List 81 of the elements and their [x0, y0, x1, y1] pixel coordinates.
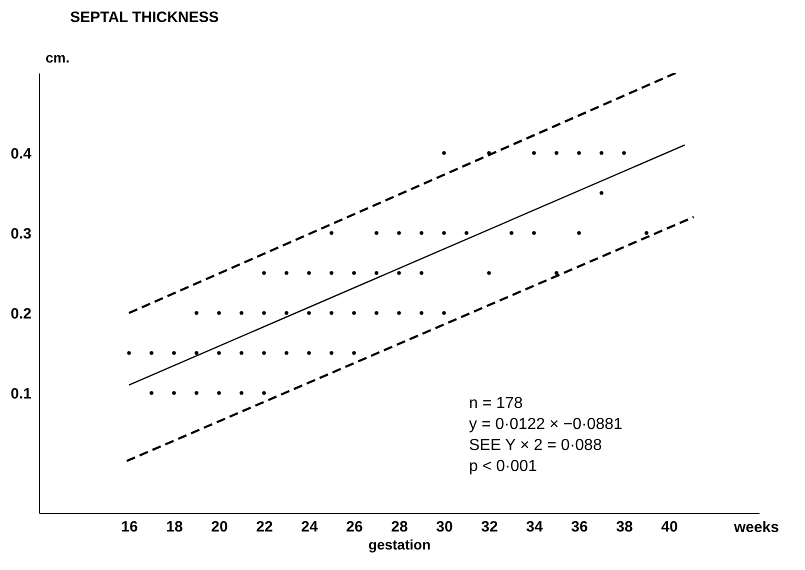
point: [487, 271, 491, 275]
point: [240, 351, 244, 355]
point: [284, 311, 288, 315]
point: [397, 271, 401, 275]
point: [307, 311, 311, 315]
point: [330, 311, 334, 315]
point: [397, 311, 401, 315]
point: [442, 311, 446, 315]
point: [330, 271, 334, 275]
point: [330, 351, 334, 355]
point: [262, 391, 266, 395]
point: [284, 271, 288, 275]
point: [600, 191, 604, 195]
point: [622, 151, 626, 155]
x-tick-label: 36: [571, 518, 588, 536]
point: [554, 151, 558, 155]
chart-title: SEPTAL THICKNESS: [70, 9, 219, 26]
point: [150, 351, 154, 355]
point: [307, 351, 311, 355]
x-tick-label: 18: [166, 518, 183, 536]
annotation: y = 0·0122 × −0·0881: [469, 416, 623, 433]
point: [217, 391, 221, 395]
point: [464, 231, 468, 235]
x-tick-label: 26: [346, 518, 363, 536]
point: [577, 231, 581, 235]
annotation: SEE Y × 2 = 0·088: [469, 437, 602, 454]
point: [262, 311, 266, 315]
point: [217, 351, 221, 355]
point: [374, 271, 378, 275]
point: [420, 271, 424, 275]
point: [397, 231, 401, 235]
point: [262, 351, 266, 355]
point: [352, 311, 356, 315]
point: [442, 231, 446, 235]
point: [172, 391, 176, 395]
point: [644, 231, 648, 235]
x-tick-label: 28: [391, 518, 408, 536]
x-tick-label: 24: [301, 518, 318, 536]
point: [510, 231, 514, 235]
y-tick-label: 0.1: [10, 386, 32, 402]
y-tick-label: 0.4: [10, 146, 32, 162]
point: [374, 231, 378, 235]
point: [352, 351, 356, 355]
y-axis-title: cm.: [46, 50, 70, 66]
point: [194, 391, 198, 395]
point: [172, 351, 176, 355]
point: [127, 351, 131, 355]
point: [420, 231, 424, 235]
x-tick-label: 38: [616, 518, 633, 536]
point: [374, 311, 378, 315]
point: [532, 231, 536, 235]
point: [330, 231, 334, 235]
point: [240, 311, 244, 315]
point: [554, 271, 558, 275]
x-axis-title: gestation: [368, 536, 431, 552]
point: [284, 351, 288, 355]
x-tick-label: 22: [256, 518, 273, 536]
x-tick-label: 30: [436, 518, 453, 536]
annotation: n = 178: [469, 395, 523, 412]
point: [307, 271, 311, 275]
x-tick-label: 32: [481, 518, 498, 536]
point: [352, 271, 356, 275]
point: [600, 151, 604, 155]
annotation: p < 0·001: [469, 458, 538, 475]
point: [217, 311, 221, 315]
point: [577, 151, 581, 155]
point: [532, 151, 536, 155]
point: [262, 271, 266, 275]
y-tick-label: 0.2: [10, 306, 32, 322]
text: weeks: [732, 519, 779, 536]
point: [194, 351, 198, 355]
point: [420, 311, 424, 315]
x-tick-label: 40: [661, 518, 678, 536]
point: [442, 151, 446, 155]
point: [150, 391, 154, 395]
y-tick-label: 0.3: [10, 226, 32, 242]
x-tick-label: 20: [211, 518, 228, 536]
point: [240, 391, 244, 395]
x-tick-label: 34: [526, 518, 544, 536]
point: [194, 311, 198, 315]
x-tick-label: 16: [121, 518, 138, 536]
